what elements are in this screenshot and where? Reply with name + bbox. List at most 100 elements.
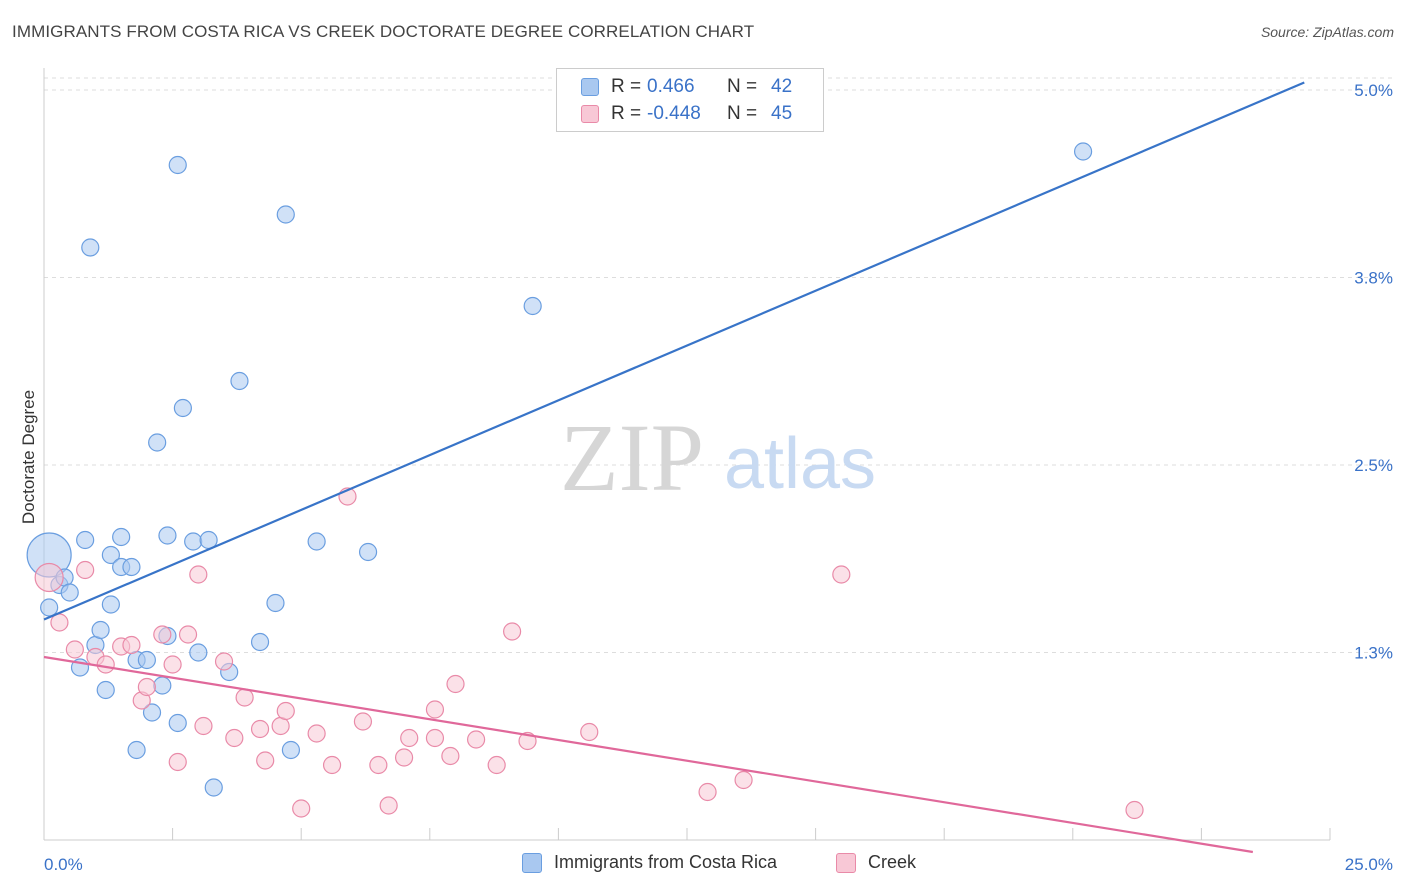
point-costa-rica: [122, 557, 141, 577]
point-creek: [153, 625, 172, 644]
point-costa-rica: [307, 532, 326, 551]
bottom-legend-swatch-costa-rica: [522, 852, 542, 873]
point-costa-rica: [101, 595, 120, 614]
trend-line-costa-rica: [43, 81, 1305, 621]
point-creek: [122, 635, 141, 655]
point-costa-rica: [153, 676, 172, 695]
y-tick-label: 1.3%: [1354, 644, 1393, 663]
trend-line-creek: [43, 655, 1254, 854]
point-creek: [832, 565, 851, 584]
point-costa-rica: [137, 650, 156, 670]
point-costa-rica: [266, 593, 285, 613]
point-creek: [292, 799, 311, 818]
point-creek: [168, 752, 187, 772]
point-costa-rica: [60, 583, 79, 602]
watermark: ZIP atlas: [560, 404, 876, 511]
point-creek: [307, 724, 326, 743]
point-creek: [256, 751, 275, 770]
point-creek: [369, 755, 388, 775]
legend: R = 0.466 N = 42 R = -0.448 N = 45: [556, 68, 824, 132]
x-tick-label: 25.0%: [1345, 855, 1393, 874]
legend-swatch-creek: [581, 105, 599, 123]
point-creek: [1125, 800, 1144, 820]
point-costa-rica: [127, 740, 146, 760]
data-points: [26, 142, 1144, 820]
point-costa-rica: [204, 778, 223, 797]
point-creek: [163, 655, 182, 674]
point-costa-rica: [250, 632, 270, 652]
legend-n-label: N =: [727, 76, 758, 97]
point-creek: [214, 652, 234, 671]
legend-n-value: 42: [771, 76, 793, 97]
point-costa-rica: [158, 526, 177, 545]
point-creek: [353, 712, 373, 731]
bottom-legend-costa-rica: Immigrants from Costa Rica: [522, 852, 777, 873]
point-costa-rica: [96, 680, 115, 700]
point-costa-rica: [523, 296, 542, 316]
point-creek: [466, 730, 486, 749]
bottom-legend-label-creek: Creek: [868, 852, 917, 872]
point-creek: [441, 746, 460, 766]
bottom-legend: Immigrants from Costa Rica Creek: [0, 852, 1406, 876]
point-costa-rica: [281, 740, 301, 760]
legend-swatch-costa-rica: [581, 78, 599, 96]
point-creek: [96, 655, 115, 674]
source-label: Source: ZipAtlas.com: [1260, 24, 1394, 40]
point-costa-rica: [189, 643, 208, 662]
legend-row-costa-rica: R = 0.466 N = 42: [581, 75, 792, 99]
point-creek: [178, 625, 198, 644]
legend-r-label: R =: [611, 76, 642, 97]
point-creek: [34, 562, 64, 593]
y-tick-label: 2.5%: [1354, 456, 1393, 475]
point-creek: [235, 688, 254, 707]
bottom-legend-swatch-creek: [836, 852, 856, 873]
point-costa-rica: [276, 205, 295, 224]
trend-lines: [43, 81, 1305, 854]
point-creek: [503, 622, 522, 641]
point-creek: [76, 560, 95, 580]
legend-n-label: N =: [727, 103, 758, 124]
legend-r-value: 0.466: [647, 76, 695, 97]
point-creek: [65, 640, 84, 659]
point-costa-rica: [184, 532, 203, 551]
watermark-zip: ZIP: [560, 404, 704, 511]
point-costa-rica: [101, 545, 120, 565]
point-creek: [580, 722, 599, 742]
bottom-legend-label-costa-rica: Immigrants from Costa Rica: [554, 852, 778, 872]
watermark-atlas: atlas: [724, 424, 876, 504]
point-creek: [394, 748, 414, 767]
legend-row-creek: R = -0.448 N = 45: [581, 102, 792, 126]
y-axis-label: Doctorate Degree: [19, 390, 38, 524]
point-costa-rica: [168, 155, 187, 175]
y-tick-label: 3.8%: [1354, 269, 1393, 288]
point-costa-rica: [142, 703, 162, 722]
bottom-legend-creek: Creek: [836, 852, 916, 873]
point-creek: [250, 719, 270, 739]
point-creek: [425, 700, 445, 719]
point-creek: [446, 674, 465, 694]
point-costa-rica: [76, 530, 95, 550]
point-costa-rica: [91, 620, 110, 640]
point-creek: [225, 728, 244, 748]
point-costa-rica: [1073, 142, 1093, 161]
axes: [43, 68, 1331, 841]
point-creek: [189, 565, 208, 584]
legend-n-value: 45: [771, 103, 793, 124]
point-creek: [734, 770, 753, 790]
legend-r-value: -0.448: [647, 103, 701, 124]
tick-labels: 1.3% 2.5% 3.8% 5.0% 0.0% 25.0%: [44, 81, 1393, 874]
point-costa-rica: [148, 433, 167, 452]
point-costa-rica: [358, 542, 378, 562]
grid-lines: [44, 77, 1392, 653]
y-tick-label: 5.0%: [1354, 81, 1393, 100]
point-creek: [400, 728, 419, 748]
point-costa-rica: [112, 527, 131, 547]
point-costa-rica: [81, 238, 100, 257]
x-tick-label: 0.0%: [44, 855, 83, 874]
point-costa-rica: [173, 398, 192, 418]
point-costa-rica: [168, 713, 187, 733]
legend-r-label: R =: [611, 103, 642, 124]
point-creek: [322, 755, 342, 775]
point-creek: [276, 701, 295, 721]
